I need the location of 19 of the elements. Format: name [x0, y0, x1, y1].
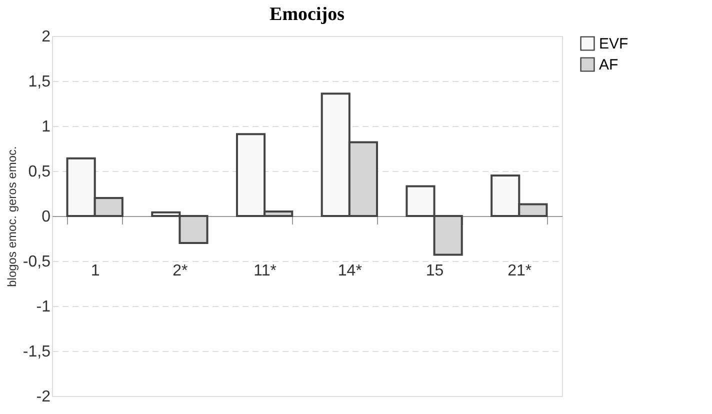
x-tick-label: 11*: [254, 262, 276, 280]
x-tick-label: 15: [426, 262, 444, 280]
legend-label: AF: [599, 56, 618, 74]
x-tick-label: 1: [90, 262, 100, 280]
x-tick-label: 2*: [172, 262, 188, 280]
legend-label: EVF: [599, 36, 628, 52]
y-tick-label: 1: [42, 118, 51, 136]
y-tick-label: 0,5: [28, 164, 51, 180]
y-tick-label: -2: [36, 388, 51, 406]
y-tick-label: -1: [36, 298, 51, 316]
y-tick-label: 0: [42, 208, 51, 226]
y-tick-label: 1,5: [28, 74, 51, 90]
chart-title: Emocijos: [270, 4, 344, 25]
y-tick-label: 2: [42, 28, 51, 46]
y-axis-title: blogos emoc. geros emoc.: [4, 146, 19, 287]
y-tick-label: -1,5: [22, 344, 51, 360]
y-tick-label: -0,5: [22, 254, 51, 270]
x-tick-label: 21*: [508, 262, 532, 280]
x-tick-label: 14*: [338, 262, 362, 280]
